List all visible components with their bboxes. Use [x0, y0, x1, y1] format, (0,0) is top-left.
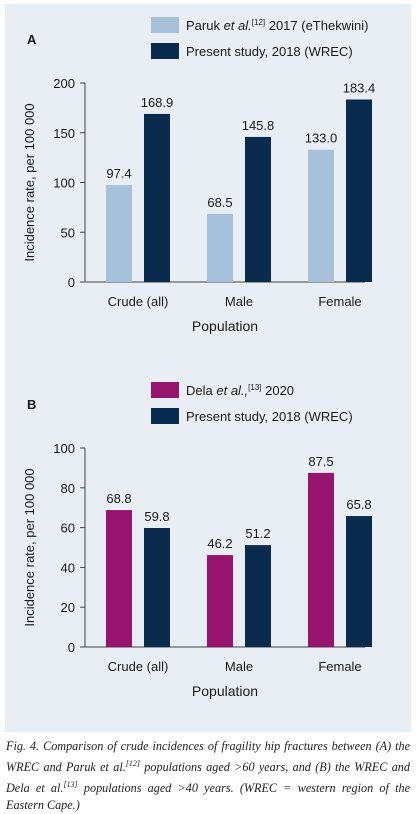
- legend-text-italic: et al.,: [216, 383, 248, 398]
- legend-text: Present study, 2018 (WREC): [186, 409, 353, 424]
- legend-swatch-0: [151, 382, 179, 398]
- y-tick-label: 50: [61, 225, 75, 240]
- caption-ref-2: [13]: [63, 780, 78, 790]
- bar-value-label: 97.4: [106, 166, 131, 181]
- bar-value-label: 68.8: [106, 491, 131, 506]
- bar-97146e-2: [308, 472, 334, 647]
- caption-text-2: populations aged >60 years, and (B) the …: [6, 760, 410, 796]
- bar-value-label: 68.5: [207, 195, 232, 210]
- caption-ref-1: [12]: [125, 759, 140, 768]
- x-tick-label: Female: [318, 294, 361, 309]
- y-tick-label: 40: [61, 560, 75, 575]
- bar-value-label: 51.2: [245, 526, 270, 541]
- y-tick-label: 0: [68, 640, 75, 655]
- bar-0a2b4e-0: [144, 113, 170, 282]
- bar-0a2b4e-1: [245, 545, 271, 647]
- panel-label: A: [27, 32, 37, 47]
- y-tick-label: 60: [61, 521, 75, 536]
- caption-text-1: Comparison of crude incidences of fragil…: [6, 739, 410, 775]
- chart-panel-a: A Paruk et al.[12] 2017 (eThekwini) Presen…: [22, 17, 376, 334]
- y-tick-label: 100: [53, 176, 75, 191]
- caption-fig-label: Fig. 4.: [6, 739, 40, 753]
- x-tick-label: Crude (all): [108, 659, 169, 674]
- bar-value-label: 46.2: [207, 536, 232, 551]
- y-axis-title: Incidence rate, per 100 000: [22, 468, 37, 626]
- legend-label-0: Paruk et al.[12] 2017 (eThekwini): [186, 18, 368, 33]
- x-tick-label: Crude (all): [108, 294, 169, 309]
- legend-text: Dela: [186, 383, 216, 398]
- legend-text-italic: et al.: [224, 18, 252, 33]
- legend-reference: [12]: [252, 18, 265, 27]
- figure-panel: A Paruk et al.[12] 2017 (eThekwini) Presen…: [5, 4, 411, 732]
- bar-value-label: 145.8: [242, 118, 275, 133]
- bar-value-label: 87.5: [308, 454, 333, 469]
- x-tick-label: Male: [225, 294, 253, 309]
- y-tick-label: 0: [68, 275, 75, 290]
- bar-a7c1da-2: [308, 149, 334, 282]
- bar-97146e-0: [106, 510, 132, 647]
- y-tick-label: 200: [53, 76, 75, 91]
- bar-97146e-1: [207, 555, 233, 647]
- bar-a7c1da-0: [106, 185, 132, 282]
- legend-swatch-1: [151, 408, 179, 424]
- legend-label-1: Present study, 2018 (WREC): [186, 409, 353, 424]
- legend-text-end: 2017 (eThekwini): [265, 18, 368, 33]
- x-axis-title: Population: [192, 318, 258, 334]
- bar-0a2b4e-1: [245, 136, 271, 282]
- legend-label-0: Dela et al.,[13] 2020: [186, 383, 294, 398]
- y-tick-label: 150: [53, 126, 75, 141]
- bar-value-label: 133.0: [305, 131, 338, 146]
- legend-label-1: Present study, 2018 (WREC): [186, 44, 353, 59]
- bar-0a2b4e-2: [346, 99, 372, 282]
- legend-reference: [13]: [248, 383, 261, 392]
- y-tick-label: 20: [61, 600, 75, 615]
- legend-swatch-1: [151, 43, 179, 59]
- legend-text: Paruk: [186, 18, 224, 33]
- figure-caption: Fig. 4. Comparison of crude incidences o…: [6, 738, 410, 814]
- bar-value-label: 183.4: [343, 81, 376, 96]
- bar-value-label: 168.9: [141, 95, 174, 110]
- x-tick-label: Female: [318, 659, 361, 674]
- y-tick-label: 100: [53, 441, 75, 456]
- legend-text-end: 2020: [262, 383, 295, 398]
- bar-a7c1da-1: [207, 213, 233, 282]
- panel-label: B: [27, 397, 36, 412]
- bar-0a2b4e-2: [346, 516, 372, 647]
- bar-value-label: 59.8: [144, 509, 169, 524]
- x-tick-label: Male: [225, 659, 253, 674]
- legend-swatch-0: [151, 17, 179, 33]
- chart-panel-b: B Dela et al.,[13] 2020 Present study, 201…: [22, 382, 372, 699]
- x-axis-title: Population: [192, 683, 258, 699]
- caption-text-3: populations aged >40 years. (WREC = west…: [6, 781, 410, 813]
- legend-text: Present study, 2018 (WREC): [186, 44, 353, 59]
- y-tick-label: 80: [61, 481, 75, 496]
- y-axis-title: Incidence rate, per 100 000: [22, 103, 37, 261]
- bar-0a2b4e-0: [144, 527, 170, 647]
- bar-value-label: 65.8: [346, 497, 371, 512]
